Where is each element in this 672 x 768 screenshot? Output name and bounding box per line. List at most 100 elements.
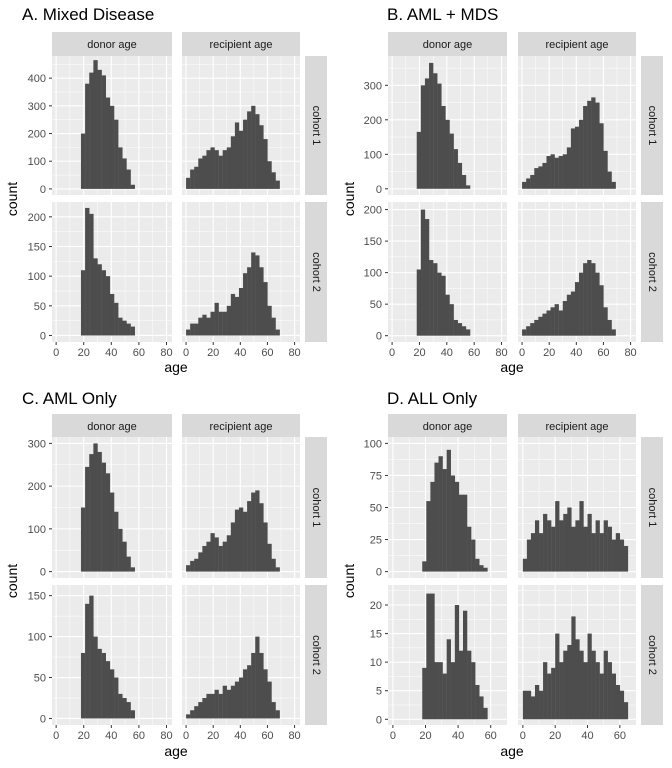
histogram-bar — [255, 490, 260, 572]
histogram-bar — [607, 319, 612, 336]
histogram-bar — [583, 662, 588, 720]
histogram-bar — [526, 326, 531, 336]
histogram-bar — [522, 329, 527, 336]
histogram-bar — [416, 131, 422, 189]
histogram-bar — [226, 305, 232, 336]
histogram-bar — [566, 294, 572, 336]
histogram-bar — [238, 130, 244, 189]
histogram-bar — [570, 291, 576, 336]
x-tick-label: 40 — [105, 347, 117, 359]
histogram-bar — [574, 282, 580, 336]
histogram-bar — [202, 155, 207, 189]
facet-panel — [388, 437, 507, 578]
plot-title: A. Mixed Disease — [22, 5, 154, 24]
y-tick-label: 200 — [28, 129, 46, 141]
histogram-bar — [93, 258, 98, 336]
histogram-bar — [226, 689, 232, 719]
histogram-bar — [465, 185, 471, 189]
facet-panel — [388, 585, 507, 725]
histogram-bar — [567, 507, 572, 572]
x-tick-label: 20 — [543, 347, 555, 359]
histogram-bar — [101, 462, 106, 572]
y-tick-label: 300 — [28, 101, 46, 113]
histogram-bar — [214, 302, 219, 336]
y-tick-label: 0 — [376, 567, 382, 579]
histogram-bar — [441, 275, 446, 336]
y-tick-label: 50 — [34, 301, 46, 313]
y-tick-label: 0 — [376, 331, 382, 343]
histogram-bar — [243, 273, 248, 336]
histogram-bar — [587, 260, 592, 336]
y-tick-label: 50 — [370, 503, 382, 515]
histogram-bar — [453, 319, 458, 336]
histogram-bar — [194, 323, 199, 336]
histogram-bar — [583, 106, 588, 189]
facet-strip-label: recipient age — [210, 421, 273, 433]
histogram-bar — [619, 539, 625, 572]
facet-panel — [52, 202, 172, 342]
histogram-bar — [101, 75, 106, 189]
y-axis-title: count — [4, 182, 20, 216]
histogram-bar — [526, 178, 531, 189]
x-tick-label: 40 — [570, 347, 582, 359]
histogram-bar — [271, 172, 276, 189]
histogram-bar — [198, 317, 203, 336]
x-tick-label: 60 — [133, 347, 145, 359]
x-tick-label: 20 — [78, 730, 90, 742]
histogram-bar — [458, 650, 464, 720]
histogram-bar — [93, 443, 98, 572]
histogram-bar — [562, 301, 568, 336]
histogram-bar — [546, 310, 551, 336]
histogram-bar — [522, 558, 528, 572]
histogram-bar — [543, 662, 548, 720]
histogram-bar — [530, 696, 536, 720]
facet-panel — [518, 437, 636, 578]
histogram-bar — [574, 126, 580, 189]
histogram-bar — [251, 252, 256, 336]
histogram-bar — [483, 567, 488, 572]
histogram-bar — [483, 707, 488, 720]
histogram-bar — [230, 293, 236, 336]
histogram-bar — [603, 520, 608, 572]
histogram-bar — [530, 533, 536, 572]
x-tick-label: 60 — [597, 347, 609, 359]
x-axis-title: age — [164, 743, 188, 759]
x-tick-label: 40 — [452, 730, 464, 742]
histogram-bar — [555, 633, 560, 720]
histogram-bar — [599, 123, 604, 189]
histogram-bar — [238, 507, 244, 572]
histogram-bar — [263, 522, 268, 572]
histogram-bar — [122, 158, 127, 189]
histogram-bar — [615, 533, 621, 572]
histogram-bar — [424, 219, 430, 336]
y-tick-label: 0 — [376, 714, 382, 726]
histogram-bar — [424, 78, 430, 189]
histogram-bar — [210, 693, 215, 719]
histogram-bar — [230, 136, 236, 189]
x-tick-label: 20 — [413, 347, 425, 359]
histogram-bar — [101, 652, 106, 719]
plot-title: D. ALL Only — [387, 389, 478, 408]
histogram-bar — [218, 155, 223, 189]
facet-strip — [305, 202, 327, 342]
histogram-bar — [194, 558, 199, 572]
y-tick-label: 200 — [28, 481, 46, 493]
histogram-bar — [222, 541, 227, 572]
y-tick-label: 300 — [28, 438, 46, 450]
histogram-bar — [198, 552, 203, 572]
y-tick-label: 100 — [364, 438, 382, 450]
histogram-bar — [238, 288, 244, 336]
histogram-bar — [450, 475, 456, 572]
histogram-bar — [263, 139, 268, 189]
histogram-bar — [547, 673, 552, 720]
histogram-bar — [97, 69, 102, 189]
histogram-bar — [607, 526, 612, 572]
facet-strip — [305, 437, 327, 578]
histogram-bar — [591, 650, 596, 720]
histogram-bar — [442, 469, 447, 572]
histogram-bar — [109, 293, 115, 336]
x-tick-label: 60 — [261, 347, 273, 359]
histogram-bar — [446, 449, 451, 572]
x-tick-label: 60 — [261, 730, 273, 742]
histogram-bar — [579, 272, 584, 336]
